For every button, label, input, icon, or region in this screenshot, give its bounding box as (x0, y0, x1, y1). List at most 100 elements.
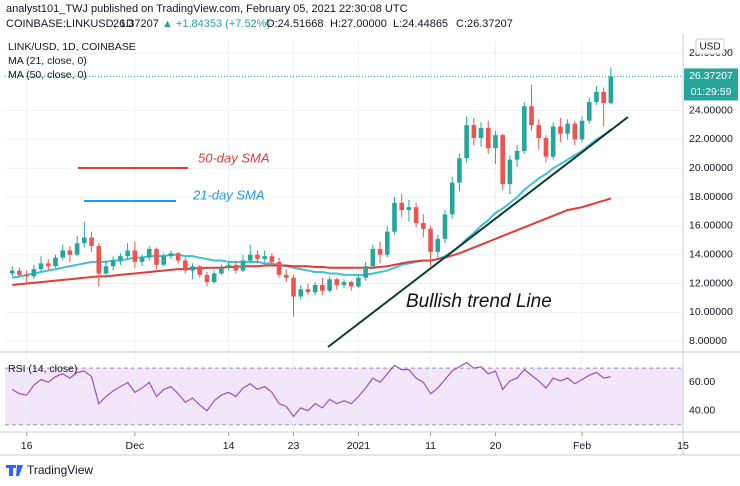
y-tick-label: 20.00000 (689, 162, 733, 174)
candle-body (579, 120, 585, 140)
annotation: 50-day SMA (198, 150, 270, 165)
candle-body (558, 126, 563, 134)
x-tick-label: Feb (573, 440, 591, 452)
x-tick-label: 20 (490, 440, 502, 452)
candle-body (89, 237, 94, 247)
y-tick-label: 22.00000 (689, 133, 733, 145)
rsi-line (11, 361, 611, 418)
x-tick-label: 11 (425, 440, 436, 452)
y-tick-label: 40.00 (689, 405, 715, 417)
candle-body (197, 266, 203, 275)
brand-logo (6, 465, 23, 476)
candle-body (283, 274, 289, 278)
candle-body (608, 76, 614, 104)
candle-body (190, 266, 195, 271)
candle-body (31, 269, 37, 277)
y-tick-label: 12.00000 (689, 277, 733, 289)
candle-body (363, 266, 368, 278)
candle-body (38, 263, 44, 270)
candle-body (146, 248, 152, 258)
x-tick-label: 2021 (347, 440, 371, 452)
x-tick-label: 16 (21, 440, 33, 452)
candle-body (45, 263, 51, 267)
candle-body (377, 248, 383, 255)
candle-body (341, 282, 347, 285)
candle-body (276, 261, 282, 275)
candle-body (464, 125, 469, 159)
candle-body (601, 91, 606, 103)
y-tick-label: 16.00000 (689, 220, 733, 232)
candle-body (305, 289, 311, 293)
candle-body (211, 273, 217, 283)
y-tick-label: 14.00000 (689, 249, 733, 261)
x-tick-label: 23 (288, 440, 300, 452)
candle-body (536, 125, 542, 138)
candle-body (291, 277, 296, 297)
open: O:24.51668 (266, 18, 324, 30)
low: L:24.44865 (393, 18, 448, 30)
candle-body (428, 228, 433, 252)
legend-entry: MA (21, close, 0) (8, 55, 87, 67)
candle-body (399, 202, 405, 211)
legend-entry: RSI (14, close) (8, 363, 77, 375)
candle-body (118, 256, 123, 261)
y-tick-label: 24.00000 (689, 104, 733, 116)
annotation: 21-day SMA (192, 187, 265, 202)
candle-body (67, 250, 73, 255)
currency-badge[interactable] (695, 38, 725, 55)
y-tick-label: 18.00000 (689, 191, 733, 203)
candle-body (139, 257, 145, 262)
change: ▲ +1.84353 (+7.52%) (162, 18, 270, 30)
candle-body (594, 91, 599, 102)
candle-body (298, 289, 304, 297)
candle-body (24, 274, 29, 277)
candle-body (392, 202, 397, 232)
candle-body (514, 150, 520, 160)
close: C:26.37207 (456, 18, 513, 30)
candle-body (586, 101, 592, 121)
candle-body (413, 207, 419, 224)
candle-body (500, 135, 505, 185)
candle-body (74, 243, 80, 255)
candle-body (550, 126, 556, 157)
candle-body (493, 135, 498, 149)
currency: USD (699, 42, 720, 53)
candle-body (478, 127, 484, 138)
last-price-label: 26.37207 (689, 70, 733, 82)
candle-body (183, 260, 188, 271)
candle-body (334, 279, 340, 285)
candle-body (348, 282, 354, 287)
candle-body (435, 238, 441, 252)
candle-body (125, 250, 130, 257)
candle-body (226, 264, 231, 268)
moving-average (12, 197, 612, 286)
candle-body (543, 137, 549, 157)
candle-body (132, 250, 138, 262)
candle-body (247, 254, 253, 261)
x-tick-label: Dec (125, 440, 144, 452)
byline: analyst101_TWJ published on TradingView.… (6, 3, 408, 15)
legend-entry: MA (50, close, 0) (8, 69, 87, 81)
candle-body (457, 158, 462, 183)
annotation: Bullish trend Line (406, 291, 552, 312)
y-tick-label: 10.00000 (689, 306, 733, 318)
candle-body (240, 260, 246, 271)
plot-layer: 16 Dec 14 23 2021 11 20 Feb 158.0000010.0000012.… (5, 40, 738, 452)
candle-body (449, 182, 455, 215)
candle-body (9, 270, 15, 274)
candle-body (103, 266, 109, 274)
candle-body (384, 231, 390, 255)
candle-body (406, 207, 412, 211)
candle-body (219, 267, 224, 274)
candle-body (255, 254, 260, 260)
chart-title: LINK/USD, 1D, COINBASE (8, 41, 136, 53)
high: H:27.00000 (330, 18, 387, 30)
candle-body (507, 159, 513, 185)
y-tick-label: 8.00000 (689, 335, 727, 347)
candle-body (175, 253, 181, 261)
candle-body (442, 214, 448, 239)
candle-body (327, 279, 332, 291)
candle-body (269, 256, 275, 262)
last-price: 26.37207 (113, 18, 159, 30)
